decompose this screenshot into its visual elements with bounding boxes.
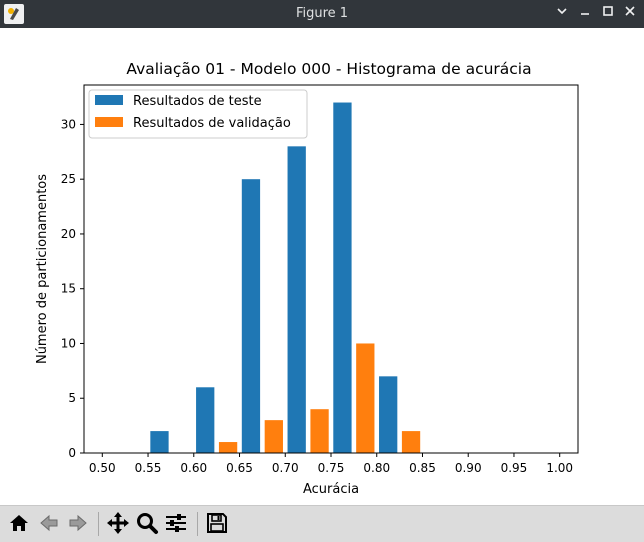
arrow-left-icon <box>40 514 58 532</box>
y-axis: 0 5 10 15 20 25 30 <box>61 117 84 460</box>
x-tick-label: 0.80 <box>363 461 390 475</box>
maximize-icon <box>603 6 613 16</box>
x-tick-label: 0.70 <box>272 461 299 475</box>
legend-box <box>88 89 308 139</box>
bar-teste-6 <box>379 376 398 453</box>
bar-teste-4 <box>287 146 306 453</box>
axes-frame <box>83 84 579 454</box>
y-tick-label: 5 <box>68 391 76 405</box>
bar-teste-1 <box>150 431 169 453</box>
x-tick-label: 0.55 <box>135 461 162 475</box>
toolbar-separator <box>197 512 198 536</box>
x-tick-label: 0.60 <box>180 461 207 475</box>
x-tick-label: 0.75 <box>318 461 345 475</box>
floppy-icon <box>207 513 227 533</box>
navigation-toolbar <box>0 505 644 542</box>
chevron-down-icon <box>557 8 567 15</box>
bar-validacao-6 <box>401 431 421 453</box>
bar-validacao-2 <box>218 442 238 453</box>
y-axis-label: Número de particionamentos <box>35 174 50 364</box>
window-titlebar: Figure 1 <box>0 0 644 28</box>
save-button[interactable] <box>204 510 230 536</box>
bar-teste-3 <box>241 179 261 453</box>
legend: Resultados de teste Resultados de valida… <box>88 89 308 139</box>
legend-swatch-teste <box>95 95 123 105</box>
app-icon <box>4 4 24 24</box>
legend-label-teste: Resultados de teste <box>133 94 262 109</box>
sliders-icon <box>166 514 186 532</box>
histogram-chart: Avaliação 01 - Modelo 000 - Histograma d… <box>35 60 579 497</box>
zoom-button[interactable] <box>134 510 160 536</box>
bar-validacao-5 <box>356 343 375 453</box>
minimize-window-button[interactable] <box>575 4 595 24</box>
home-button[interactable] <box>6 510 32 536</box>
bar-teste-2 <box>196 387 215 453</box>
x-tick-label: 0.85 <box>409 461 436 475</box>
y-tick-label: 25 <box>61 172 76 186</box>
minimize-icon <box>581 13 589 15</box>
close-icon <box>625 6 635 16</box>
y-tick-label: 30 <box>61 117 76 131</box>
home-icon <box>10 515 28 531</box>
forward-button[interactable] <box>65 510 91 536</box>
minimize-button[interactable] <box>552 4 572 24</box>
y-tick-label: 15 <box>61 282 76 296</box>
bar-validacao-4 <box>310 409 329 453</box>
pan-button[interactable] <box>105 510 131 536</box>
window-title: Figure 1 <box>295 6 349 21</box>
subplots-button[interactable] <box>163 510 189 536</box>
x-tick-label: 0.90 <box>455 461 482 475</box>
bar-teste-5 <box>333 102 352 454</box>
y-tick-label: 10 <box>61 336 76 350</box>
back-button[interactable] <box>36 510 62 536</box>
x-tick-label: 0.50 <box>89 461 116 475</box>
close-button[interactable] <box>620 4 640 24</box>
legend-label-validacao: Resultados de validação <box>133 116 291 131</box>
y-tick-label: 20 <box>61 227 76 241</box>
x-tick-label: 0.95 <box>501 461 528 475</box>
figure-canvas[interactable]: Avaliação 01 - Modelo 000 - Histograma d… <box>0 28 644 505</box>
bars-group <box>150 102 421 454</box>
bar-validacao-3 <box>264 420 283 453</box>
chart-title: Avaliação 01 - Modelo 000 - Histograma d… <box>126 60 531 78</box>
magnifier-icon <box>137 513 158 534</box>
arrow-right-icon <box>69 514 87 532</box>
y-tick-label: 0 <box>68 446 76 460</box>
move-icon <box>107 512 129 534</box>
toolbar-separator <box>98 512 99 536</box>
maximize-button[interactable] <box>598 4 618 24</box>
x-tick-label: 0.65 <box>226 461 253 475</box>
x-axis-label: Acurácia <box>303 482 359 497</box>
x-axis: 0.50 0.55 0.60 0.65 0.70 0.75 0.80 0.85 0.90 0.95… <box>89 453 573 475</box>
x-tick-label: 1.00 <box>546 461 573 475</box>
legend-swatch-validacao <box>95 117 123 127</box>
